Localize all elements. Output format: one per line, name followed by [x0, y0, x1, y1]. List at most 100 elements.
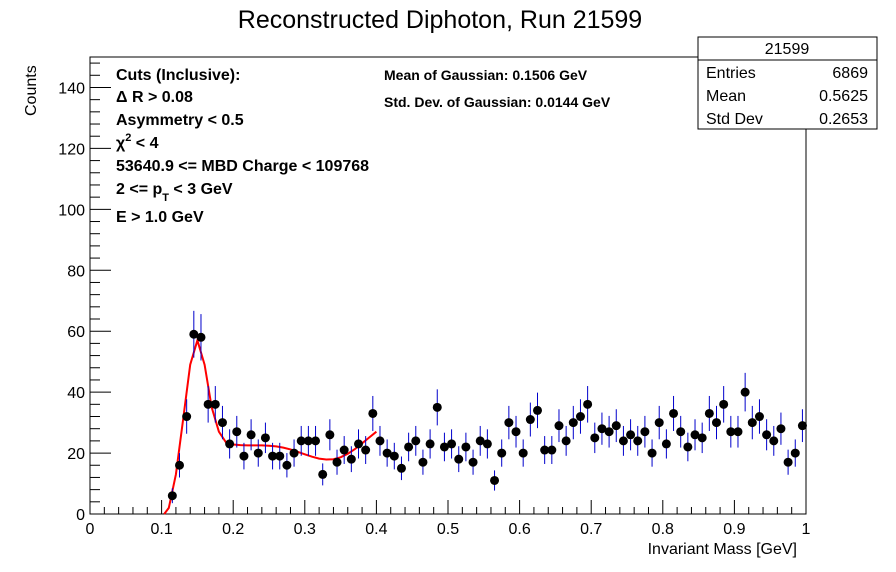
data-marker: [697, 433, 707, 443]
data-marker: [647, 448, 657, 458]
data-marker: [296, 436, 306, 446]
data-marker: [282, 460, 292, 470]
data-marker: [633, 436, 643, 446]
data-marker: [583, 399, 593, 409]
data-marker: [740, 387, 750, 397]
data-marker: [253, 448, 263, 458]
x-tick-label: 0: [86, 521, 95, 538]
y-tick-labels: 0 20 40 60 80 100 120 140: [58, 80, 85, 524]
data-marker: [504, 418, 514, 428]
data-marker: [454, 454, 464, 464]
stats-box-title: 21599: [765, 41, 810, 58]
data-point: [762, 419, 772, 451]
data-point: [210, 386, 220, 423]
stats-stddev-value: 0.2653: [819, 111, 868, 128]
stats-entries-value: 6869: [832, 65, 868, 82]
x-tick-label: 0.1: [150, 521, 172, 538]
data-marker: [432, 402, 442, 412]
data-point: [540, 436, 550, 464]
data-point: [382, 439, 392, 467]
data-point: [669, 395, 679, 431]
data-marker: [447, 439, 457, 449]
data-point: [404, 432, 414, 462]
data-marker: [175, 460, 184, 470]
x-tick-label: 0.6: [508, 521, 530, 538]
data-marker: [375, 436, 385, 446]
data-point: [754, 399, 764, 434]
cuts-annotation: Cuts (Inclusive): Δ R > 0.08 Asymmetry <…: [116, 67, 369, 226]
data-marker: [754, 412, 764, 422]
y-tick-label: 80: [67, 263, 85, 280]
y-tick-label: 60: [67, 324, 85, 341]
data-points: [167, 310, 807, 504]
data-marker: [418, 457, 428, 467]
chi2-condition: < 4: [131, 135, 158, 152]
cut-pt: 2 <= pT < 3 GeV: [116, 181, 233, 204]
data-point: [454, 446, 464, 473]
data-marker: [604, 427, 614, 437]
data-marker: [683, 442, 693, 452]
data-marker: [461, 442, 471, 452]
data-marker: [382, 448, 392, 458]
data-marker: [654, 418, 664, 428]
data-point: [790, 439, 800, 467]
y-axis-title: Counts: [23, 65, 40, 116]
data-marker: [561, 436, 571, 446]
data-marker: [769, 436, 779, 446]
data-point: [611, 409, 621, 443]
data-marker: [396, 463, 406, 473]
data-point: [396, 456, 406, 481]
data-marker: [439, 442, 449, 452]
data-point: [182, 399, 192, 434]
data-point: [626, 419, 636, 451]
data-point: [590, 422, 600, 454]
fit-results: Mean of Gaussian: 0.1506 GeV Std. Dev. o…: [384, 67, 611, 110]
cut-asymmetry: Asymmetry < 0.5: [116, 112, 244, 129]
data-point: [260, 422, 270, 454]
data-marker: [783, 457, 793, 467]
data-point: [604, 415, 614, 448]
data-point: [311, 425, 321, 456]
data-marker: [719, 399, 729, 409]
data-point: [704, 395, 714, 431]
data-marker: [790, 448, 800, 458]
data-point: [712, 405, 721, 440]
x-tick-label: 0.5: [437, 521, 459, 538]
data-marker: [747, 418, 757, 428]
fit-curve: [163, 336, 378, 515]
data-point: [389, 442, 399, 470]
data-marker: [246, 430, 256, 440]
data-point: [411, 425, 421, 456]
data-point: [533, 392, 542, 429]
data-point: [203, 386, 213, 423]
data-marker: [260, 433, 270, 443]
data-point: [554, 409, 564, 443]
data-point: [504, 405, 514, 440]
data-point: [618, 425, 628, 456]
data-marker: [661, 439, 671, 449]
data-marker: [275, 451, 285, 461]
data-point: [439, 432, 449, 462]
data-marker: [762, 430, 772, 440]
data-point: [325, 419, 335, 451]
data-point: [633, 425, 643, 456]
data-point: [189, 310, 199, 358]
data-point: [697, 422, 707, 454]
fit-stddev: Std. Dev. of Gaussian: 0.0144 GeV: [384, 94, 611, 110]
data-marker: [203, 399, 213, 409]
data-marker: [533, 405, 542, 415]
data-point: [196, 314, 206, 361]
y-tick-label: 140: [58, 80, 85, 97]
stats-box-frame: [697, 36, 878, 130]
data-point: [339, 436, 349, 464]
data-marker: [239, 451, 249, 461]
x-tick-label: 0.8: [652, 521, 674, 538]
data-marker: [590, 433, 600, 443]
data-marker: [361, 445, 371, 455]
data-point: [461, 432, 471, 462]
data-point: [468, 449, 478, 475]
data-marker: [640, 427, 650, 437]
data-marker: [217, 418, 227, 428]
data-point: [547, 436, 557, 464]
